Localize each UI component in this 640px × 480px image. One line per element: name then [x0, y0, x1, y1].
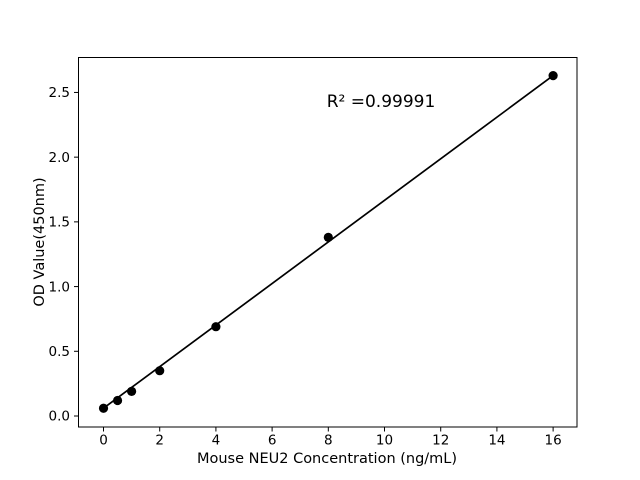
y-axis-ticks: 0.0 0.5 1.0 1.5 2.0 2.5 [49, 85, 79, 425]
data-point [127, 386, 137, 397]
y-axis-label: OD Value(450nm) [32, 177, 48, 306]
x-tick-label: 6 [268, 433, 277, 449]
y-tick-label: 1.0 [49, 279, 70, 295]
data-point [112, 395, 123, 406]
data-point [323, 232, 333, 242]
y-tick-label: 0.0 [49, 409, 70, 425]
data-point [155, 366, 165, 376]
x-tick-label: 14 [488, 433, 505, 449]
y-tick-label: 2.5 [49, 85, 70, 101]
x-tick-label: 2 [155, 433, 164, 449]
plot-area [78, 57, 578, 428]
x-tick-label: 8 [324, 433, 333, 449]
x-axis-label: Mouse NEU2 Concentration (ng/mL) [197, 451, 457, 467]
x-tick-label: 12 [432, 433, 449, 449]
y-tick-label: 1.5 [49, 215, 70, 231]
data-point [548, 71, 558, 81]
x-axis-ticks: 0 2 4 6 8 10 12 14 16 [99, 427, 562, 449]
r-squared-annotation: R² =0.99991 [327, 92, 436, 112]
y-tick-label: 0.5 [49, 344, 70, 360]
data-series [98, 71, 558, 413]
x-tick-label: 4 [212, 433, 221, 449]
x-tick-label: 16 [545, 433, 562, 449]
y-tick-label: 2.0 [49, 150, 70, 166]
x-tick-label: 10 [376, 433, 393, 449]
x-tick-label: 0 [99, 433, 108, 449]
data-point [211, 322, 221, 332]
data-point [98, 403, 109, 413]
